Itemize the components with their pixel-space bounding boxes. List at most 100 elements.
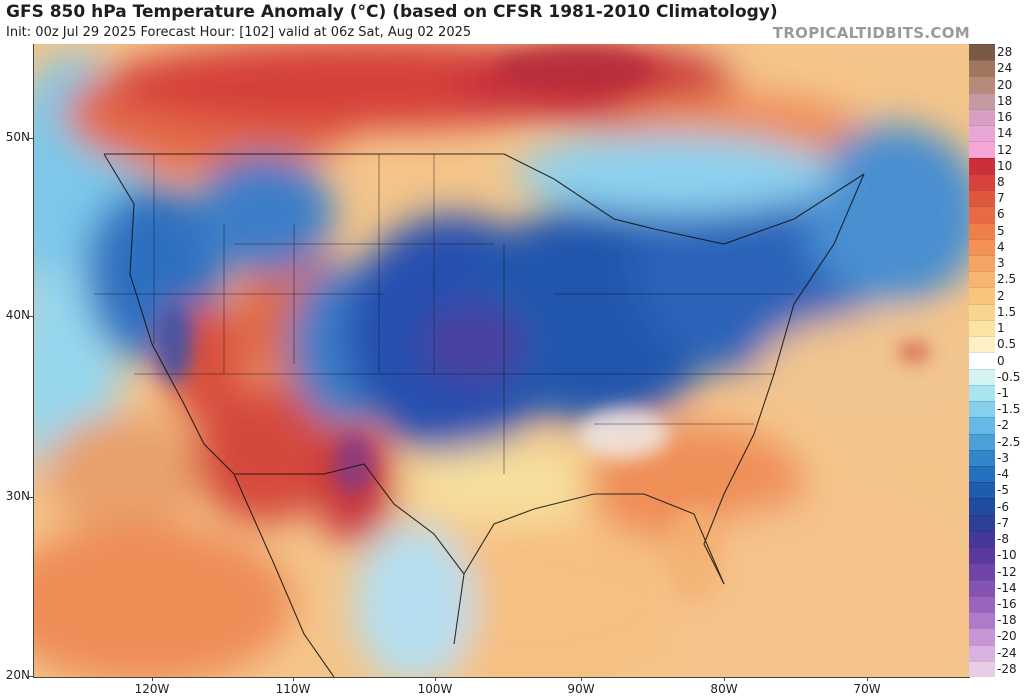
- colorbar-swatch: [969, 287, 995, 305]
- colorbar-label: 18: [997, 93, 1013, 108]
- colorbar-label: 0: [997, 353, 1005, 368]
- colorbar-label: -12: [997, 564, 1017, 579]
- colorbar-swatch: [969, 660, 995, 678]
- colorbar-swatch: [969, 530, 995, 548]
- colorbar-label: 10: [997, 158, 1013, 173]
- colorbar-swatch: [969, 433, 995, 451]
- colorbar-swatch: [969, 352, 995, 370]
- colorbar-label: 4: [997, 239, 1005, 254]
- colorbar-swatch: [969, 76, 995, 94]
- lat-tick-30n: [29, 497, 33, 498]
- lon-tick-100w: [435, 677, 436, 681]
- colorbar-label: 28: [997, 45, 1013, 60]
- colorbar-swatch: [969, 514, 995, 532]
- colorbar-swatch: [969, 190, 995, 207]
- map-bottom-axis: [33, 677, 970, 678]
- colorbar-swatch: [969, 449, 995, 467]
- lat-label-20n: 20N: [5, 668, 30, 682]
- colorbar-swatch: [969, 108, 995, 126]
- colorbar-label: 8: [997, 174, 1005, 189]
- colorbar-swatch: [969, 466, 995, 483]
- colorbar: [969, 44, 995, 678]
- colorbar-label: -18: [997, 613, 1017, 628]
- colorbar-label: -5: [997, 483, 1009, 498]
- colorbar-swatch: [969, 384, 995, 402]
- colorbar-swatch: [969, 612, 995, 629]
- colorbar-swatch: [969, 401, 995, 418]
- colorbar-swatch: [969, 595, 995, 613]
- colorbar-label: -2.5: [997, 434, 1021, 449]
- lon-tick-90w: [581, 677, 582, 681]
- colorbar-label: 16: [997, 110, 1013, 125]
- colorbar-swatch: [969, 579, 995, 597]
- lon-tick-80w: [724, 677, 725, 681]
- lat-label-50n: 50N: [5, 130, 30, 144]
- colorbar-label: -7: [997, 515, 1009, 530]
- lon-label-70w: 70W: [853, 682, 881, 696]
- colorbar-swatch: [969, 547, 995, 564]
- colorbar-swatch: [969, 173, 995, 191]
- lon-label-120w: 120W: [134, 682, 170, 696]
- colorbar-label: -24: [997, 645, 1017, 660]
- colorbar-label: -20: [997, 629, 1017, 644]
- colorbar-swatch: [969, 482, 995, 499]
- lon-label-90w: 90W: [567, 682, 595, 696]
- colorbar-label: -2: [997, 418, 1009, 433]
- colorbar-swatch: [969, 44, 995, 61]
- colorbar-label: 1.5: [997, 304, 1017, 319]
- colorbar-label: 5: [997, 223, 1005, 238]
- colorbar-label: -4: [997, 467, 1009, 482]
- colorbar-swatch: [969, 563, 995, 581]
- lat-tick-20n: [29, 676, 33, 677]
- anomaly-map: [34, 44, 969, 677]
- colorbar-label: -8: [997, 532, 1009, 547]
- site-credit: TROPICALTIDBITS.COM: [772, 24, 970, 42]
- colorbar-label: 2: [997, 288, 1005, 303]
- colorbar-swatch: [969, 125, 995, 142]
- colorbar-label: 0.5: [997, 337, 1017, 352]
- colorbar-label: 3: [997, 256, 1005, 271]
- colorbar-label: 7: [997, 191, 1005, 206]
- lon-tick-120w: [152, 677, 153, 681]
- colorbar-label: -0.5: [997, 369, 1021, 384]
- colorbar-swatch: [969, 319, 995, 337]
- colorbar-label: -3: [997, 450, 1009, 465]
- colorbar-swatch: [969, 628, 995, 646]
- colorbar-label: -16: [997, 596, 1017, 611]
- colorbar-swatch: [969, 157, 995, 175]
- lon-tick-110w: [293, 677, 294, 681]
- map-title: GFS 850 hPa Temperature Anomaly (°C) (ba…: [6, 2, 778, 22]
- lat-tick-40n: [29, 316, 33, 317]
- colorbar-label: -28: [997, 661, 1017, 676]
- colorbar-swatch: [969, 206, 995, 224]
- colorbar-label: -6: [997, 499, 1009, 514]
- lon-label-110w: 110W: [275, 682, 311, 696]
- lon-label-80w: 80W: [710, 682, 738, 696]
- lon-label-100w: 100W: [417, 682, 453, 696]
- colorbar-swatch: [969, 368, 995, 386]
- colorbar-label: -1.5: [997, 402, 1021, 417]
- colorbar-swatch: [969, 498, 995, 516]
- colorbar-swatch: [969, 255, 995, 272]
- colorbar-label: 12: [997, 142, 1013, 157]
- colorbar-label: 14: [997, 126, 1013, 141]
- colorbar-swatch: [969, 271, 995, 288]
- map-left-axis: [33, 44, 34, 677]
- lat-label-40n: 40N: [5, 308, 30, 322]
- colorbar-label: -14: [997, 580, 1017, 595]
- colorbar-label: 20: [997, 77, 1013, 92]
- colorbar-label: 24: [997, 61, 1013, 76]
- lat-label-30n: 30N: [5, 489, 30, 503]
- colorbar-swatch: [969, 60, 995, 77]
- lat-tick-50n: [29, 138, 33, 139]
- colorbar-swatch: [969, 336, 995, 353]
- colorbar-swatch: [969, 222, 995, 240]
- forecast-info: Init: 00z Jul 29 2025 Forecast Hour: [10…: [6, 25, 472, 40]
- colorbar-swatch: [969, 417, 995, 435]
- lon-tick-70w: [867, 677, 868, 681]
- colorbar-label: 6: [997, 207, 1005, 222]
- colorbar-label: -1: [997, 385, 1009, 400]
- colorbar-swatch: [969, 141, 995, 159]
- colorbar-swatch: [969, 92, 995, 110]
- colorbar-label: -10: [997, 548, 1017, 563]
